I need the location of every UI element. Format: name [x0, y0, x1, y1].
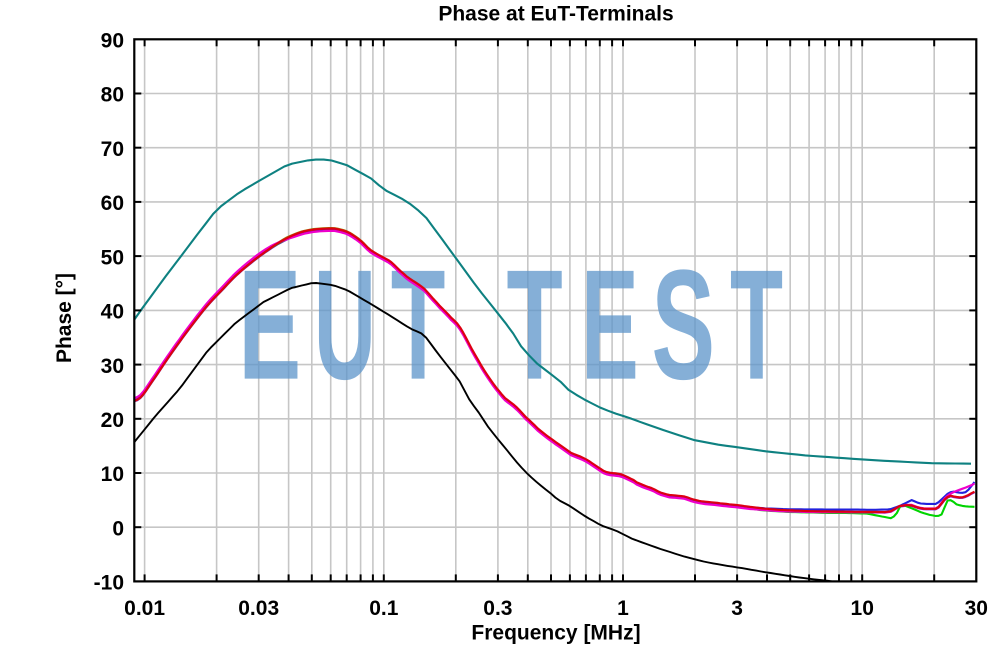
svg-text:70: 70: [101, 138, 124, 161]
svg-text:E: E: [581, 237, 638, 412]
svg-text:E: E: [238, 238, 301, 413]
svg-text:T: T: [507, 238, 563, 412]
svg-text:40: 40: [101, 301, 124, 324]
svg-text:T: T: [391, 239, 446, 413]
svg-text:U: U: [314, 237, 376, 412]
svg-text:Phase [°]: Phase [°]: [53, 273, 76, 363]
svg-text:90: 90: [101, 30, 124, 53]
svg-text:50: 50: [101, 246, 124, 269]
svg-text:3: 3: [731, 597, 743, 620]
svg-text:S: S: [652, 238, 716, 412]
svg-text:10: 10: [851, 597, 874, 620]
svg-text:0.01: 0.01: [124, 597, 165, 620]
svg-text:Frequency [MHz]: Frequency [MHz]: [471, 622, 640, 645]
svg-text:30: 30: [965, 597, 988, 620]
svg-text:1: 1: [617, 597, 629, 620]
svg-text:0.3: 0.3: [483, 597, 512, 620]
svg-text:0.1: 0.1: [369, 597, 399, 620]
svg-text:80: 80: [101, 84, 124, 107]
svg-text:10: 10: [101, 463, 124, 486]
svg-text:0.03: 0.03: [238, 597, 279, 620]
svg-text:T: T: [730, 236, 783, 412]
svg-text:0: 0: [112, 517, 124, 540]
svg-text:-10: -10: [94, 572, 124, 595]
svg-text:60: 60: [101, 192, 124, 215]
svg-text:30: 30: [101, 355, 124, 378]
svg-text:20: 20: [101, 409, 124, 432]
svg-text:Phase at EuT-Terminals: Phase at EuT-Terminals: [438, 3, 673, 26]
